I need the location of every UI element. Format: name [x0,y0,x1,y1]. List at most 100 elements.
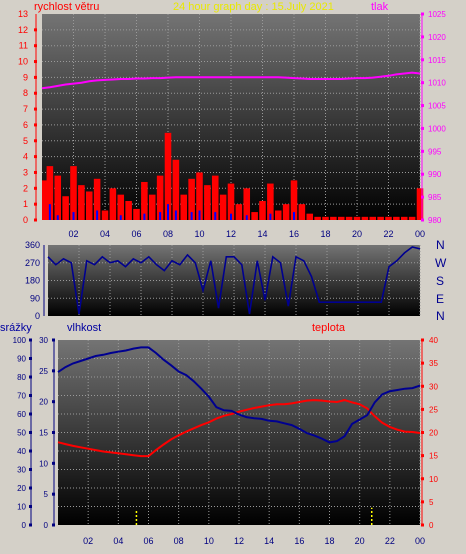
gust-bar [167,204,169,220]
y-left-tick-label: 6 [23,120,28,130]
y-right-tick-label: 1000 [428,124,446,133]
y-left-tick-label: 12 [18,25,28,35]
gust-bar [143,213,146,220]
temperature-tick-label: 35 [429,359,438,368]
gust-bar [230,213,232,220]
wind-bar [54,175,62,220]
wind-bar [251,212,258,220]
rain-tick-label: 60 [17,410,26,419]
y-left-tick-label: 8 [23,88,28,98]
wind-bar [298,204,306,220]
y-right-tick-label: 995 [428,147,442,156]
direction-tick-label: 360 [25,240,40,250]
rain-label: srážky [0,322,32,334]
wind-bar [416,188,424,220]
wind-bar [125,200,132,220]
x-tick-label: 04 [113,536,123,546]
x-tick-label: 02 [83,536,93,546]
pressure-line [41,71,421,90]
y-left-tick-label: 7 [23,104,28,114]
y-left-tick-label: 11 [19,41,28,51]
wind-bar [164,132,172,220]
y-right-tick-label: 1020 [428,33,446,42]
rain-tick-label: 100 [13,336,27,345]
x-tick-label: 22 [385,536,395,546]
wind-bar [369,216,377,220]
wind-bar [322,216,329,220]
rain-tick-label: 20 [17,484,26,493]
wind-bar [78,185,85,220]
humidity-temperature-grid [58,340,421,525]
humidity-line [57,346,421,444]
gust-bar [214,212,217,220]
wind-bar [282,204,290,220]
humidity-tick-label: 0 [44,521,49,530]
wind-bar [385,216,392,220]
wind-bar [180,194,188,220]
x-tick-label: 10 [204,536,214,546]
wind-bar [227,183,235,220]
wind-bar [306,213,314,220]
rain-tick-label: 10 [17,503,26,512]
x-tick-label: 20 [352,229,362,239]
wind-bar [133,208,140,220]
temperature-tick-label: 15 [429,452,438,461]
wind-bar [361,216,369,220]
x-tick-label: 14 [264,536,274,546]
x-tick-label: 02 [68,229,78,239]
x-tick-label: 06 [143,536,153,546]
rain-tick-label: 30 [17,466,26,475]
humidity-label: vlhkost [67,322,101,334]
pressure-label: tlak [371,1,389,13]
y-right-tick-label: 1015 [428,56,446,65]
gust-bar [119,215,122,220]
y-right-tick-label: 1010 [428,79,446,88]
gust-bar [174,210,177,220]
compass-e: E [436,292,444,306]
x-tick-label: 20 [355,536,365,546]
gust-bar [198,210,201,220]
temperature-tick-label: 20 [429,429,438,438]
wind-bar [290,180,298,220]
y-left-tick-label: 3 [23,167,28,177]
x-tick-label: 06 [131,229,141,239]
wind-bar [101,210,109,220]
x-tick-label: 14 [257,229,267,239]
compass-n-bottom: N [436,309,445,323]
wind-pressure-axes: 02 04 06 08 10 12 14 16 18 20 22 000123456789101112… [18,9,446,239]
x-tick-label: 16 [289,229,299,239]
wind-bar [93,178,101,220]
rain-tick-label: 80 [17,373,26,382]
y-left-tick-label: 5 [23,136,28,146]
wind-bar [109,188,117,220]
direction-tick-label: 90 [30,293,40,303]
y-right-tick-label: 980 [428,216,442,225]
chart-title: 24 hour graph day : 15.July 2021 [173,1,334,13]
wind-bar [393,216,400,220]
gust-bar [293,212,295,220]
wind-bar [314,216,321,220]
temperature-label: teplota [312,322,346,334]
humidity-temperature-axes: 02 04 06 08 10 12 14 16 18 20 22 000102030405060708… [13,336,439,546]
compass-n-top: N [436,238,445,252]
wind-bar [408,216,416,220]
wind-bar [330,216,337,220]
x-tick-label: 22 [383,229,393,239]
humidity-tick-label: 15 [39,429,48,438]
temperature-tick-label: 0 [429,521,434,530]
wind-bar [353,216,361,220]
y-left-tick-label: 2 [23,183,28,193]
wind-bar [46,166,54,220]
wind-bar [141,181,148,220]
temperature-tick-label: 25 [429,405,438,414]
y-left-tick-label: 0 [23,215,28,225]
wind-direction-series [47,246,421,315]
humidity-tick-label: 10 [39,459,48,468]
x-tick-label: 12 [234,536,244,546]
wind-bar [204,185,211,220]
wind-bar [259,200,266,220]
wind-bar [172,159,180,220]
direction-tick-label: 270 [25,258,40,268]
x-tick-label: 08 [174,536,184,546]
